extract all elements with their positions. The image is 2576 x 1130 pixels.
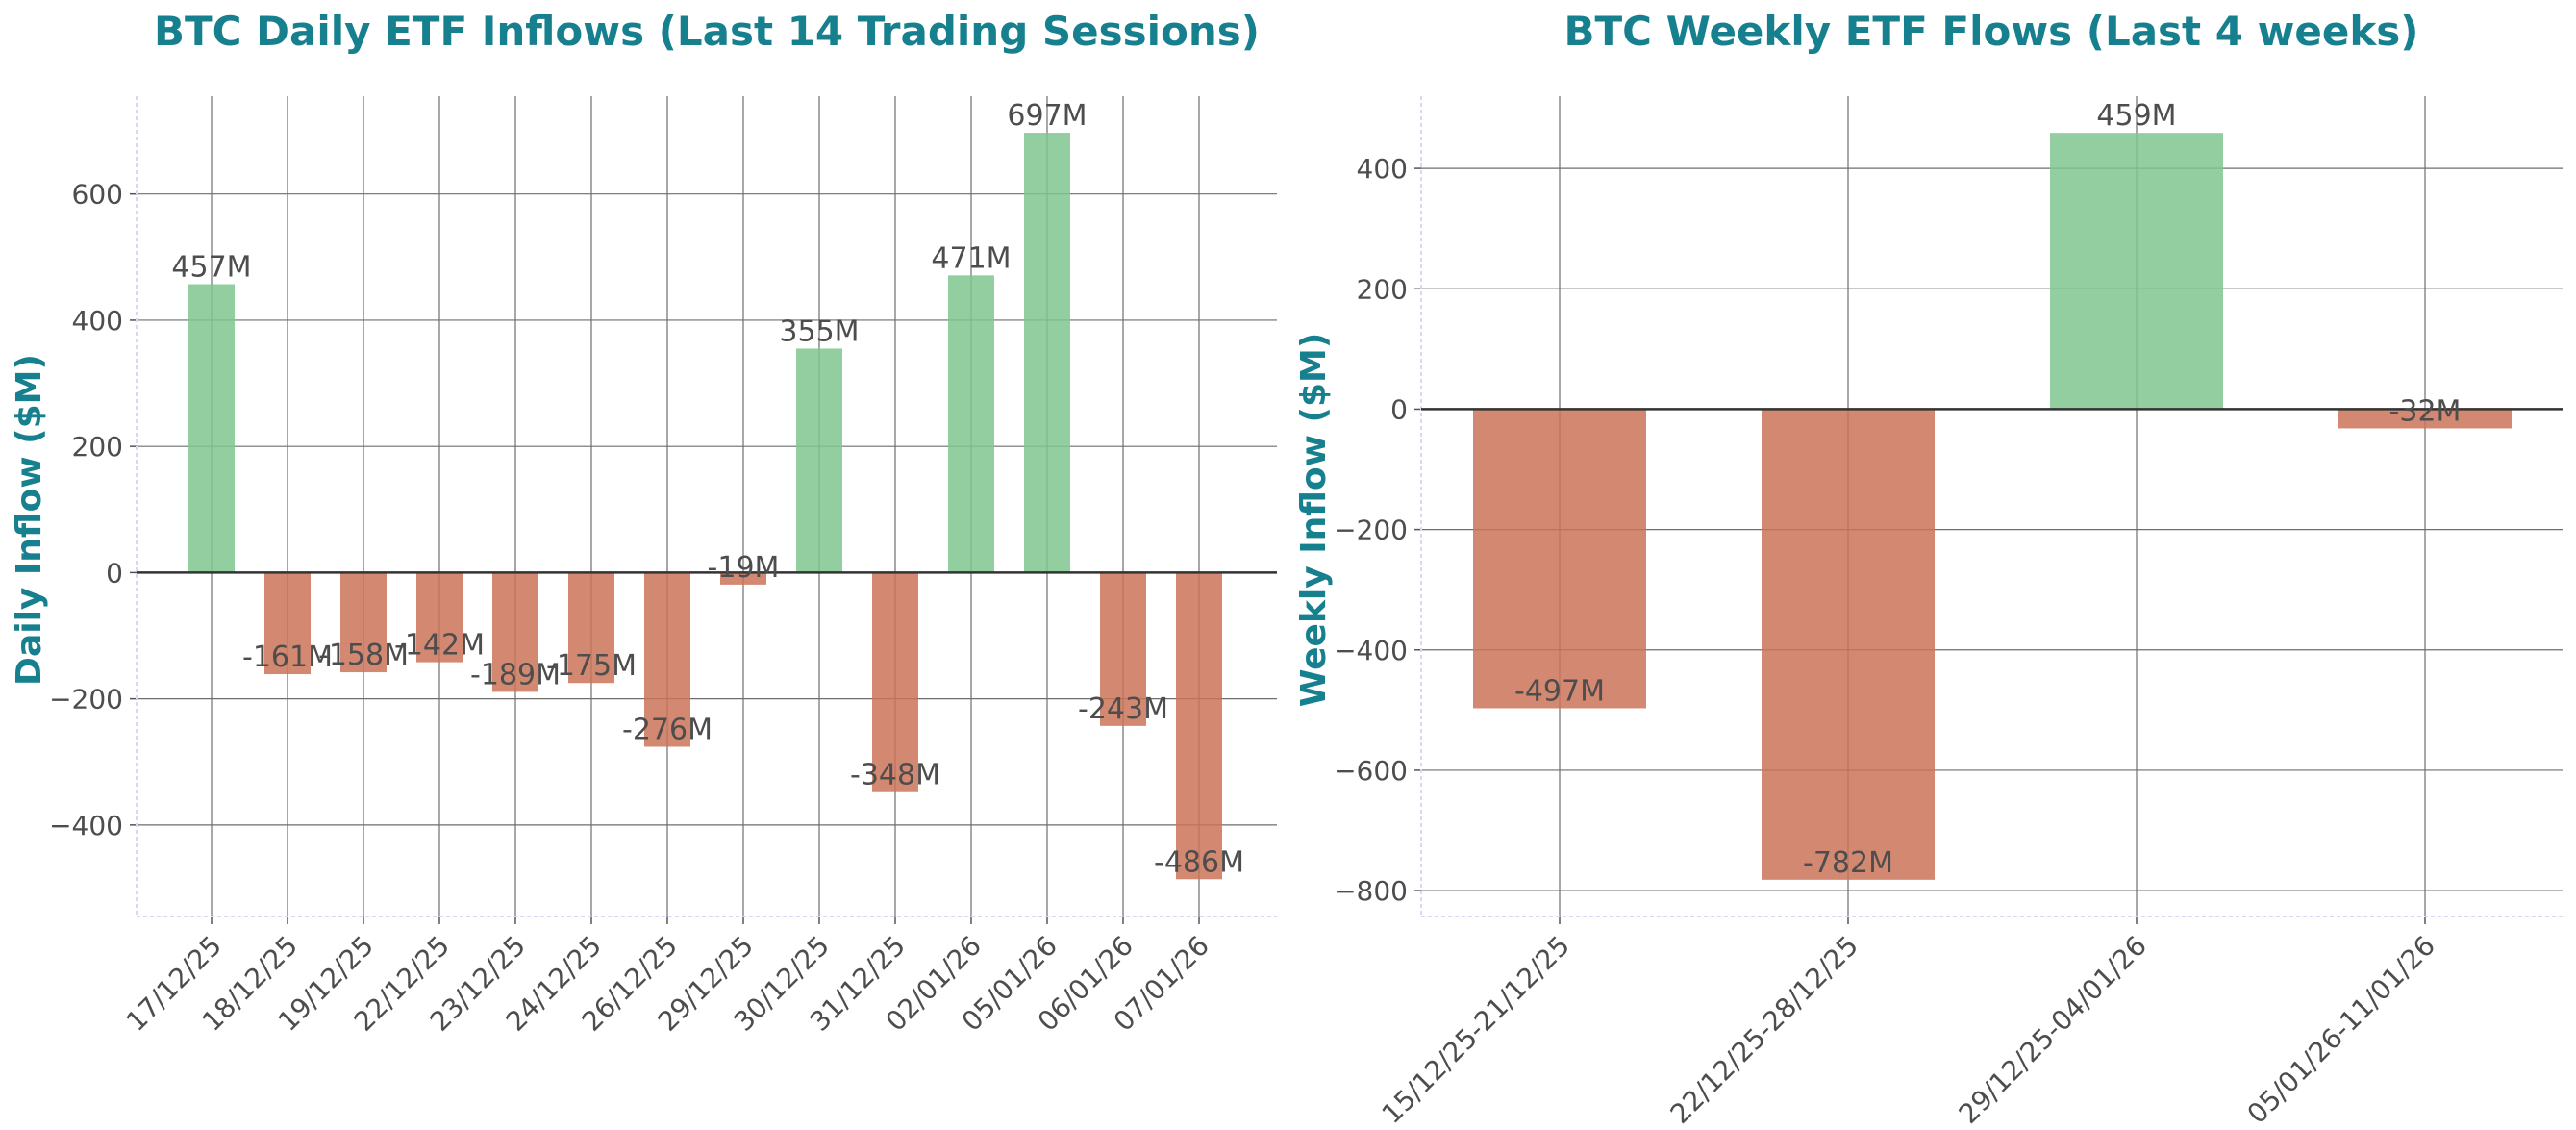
bar	[796, 348, 842, 573]
bar	[340, 572, 387, 673]
y-tick-label: −800	[1334, 875, 1408, 907]
y-tick-label: −200	[49, 684, 123, 716]
y-tick-label: −600	[1334, 755, 1408, 787]
bar	[720, 572, 766, 585]
data-label: -161M	[242, 640, 333, 674]
y-tick-label: 200	[1357, 273, 1408, 305]
bar	[644, 572, 690, 747]
bar	[2338, 409, 2512, 429]
bar	[2050, 133, 2223, 410]
x-tick-label: 22/12/25-28/12/25	[1664, 930, 1864, 1130]
x-tick-label: 29/12/25-04/01/26	[1953, 930, 2153, 1130]
x-tick-label: 15/12/25-21/12/25	[1376, 930, 1576, 1130]
data-label: 355M	[779, 314, 859, 348]
bar	[1762, 409, 1935, 880]
y-tick-label: 0	[1390, 393, 1408, 425]
bar	[1100, 572, 1146, 726]
data-label: 471M	[931, 241, 1011, 275]
data-label: -175M	[546, 649, 637, 683]
y-axis-label: Weekly Inflow ($M)	[1294, 333, 1334, 708]
chart-2: −800 −600 −400 −200 0 200 400 -497M -782M 459M -32…	[1294, 8, 2563, 1130]
data-label: -782M	[1803, 846, 1893, 880]
chart-title: BTC Daily ETF Inflows (Last 14 Trading S…	[154, 8, 1260, 55]
data-label: -276M	[622, 713, 713, 746]
y-tick-label: 400	[1357, 153, 1408, 185]
y-tick-label: −400	[1334, 635, 1408, 666]
data-label: -189M	[470, 658, 561, 691]
y-tick-label: 200	[72, 431, 123, 463]
data-label: -19M	[708, 551, 780, 585]
y-axis-label: Daily Inflow ($M)	[10, 354, 49, 686]
y-tick-label: 0	[106, 557, 123, 589]
x-tick-label: 05/01/26-11/01/26	[2241, 930, 2441, 1130]
bar	[568, 572, 614, 684]
data-label: -497M	[1514, 674, 1605, 708]
bar	[1024, 133, 1070, 573]
data-label: 459M	[2096, 99, 2176, 133]
data-label: -486M	[1154, 845, 1244, 879]
bar	[492, 572, 538, 692]
bar	[948, 275, 994, 573]
bar	[416, 572, 463, 663]
y-tick-label: 400	[72, 305, 123, 337]
data-label: -32M	[2389, 394, 2462, 428]
bar	[264, 572, 311, 675]
data-label: 697M	[1007, 99, 1087, 133]
data-label: -142M	[394, 629, 485, 663]
data-label: -348M	[850, 759, 940, 792]
bar	[1176, 572, 1222, 880]
data-label: -243M	[1078, 692, 1168, 726]
bar	[188, 284, 235, 573]
y-tick-label: −200	[1334, 515, 1408, 546]
chart-1: −400 −200 0 200 400 600 457M -161M-158M-142M-18…	[10, 8, 1277, 1038]
bar	[872, 572, 918, 792]
chart-title: BTC Weekly ETF Flows (Last 4 weeks)	[1564, 8, 2419, 55]
data-label: 457M	[171, 251, 251, 285]
data-label: -158M	[318, 639, 409, 672]
y-tick-label: 600	[72, 179, 123, 211]
bar	[1473, 409, 1646, 709]
y-tick-label: −400	[49, 810, 123, 841]
